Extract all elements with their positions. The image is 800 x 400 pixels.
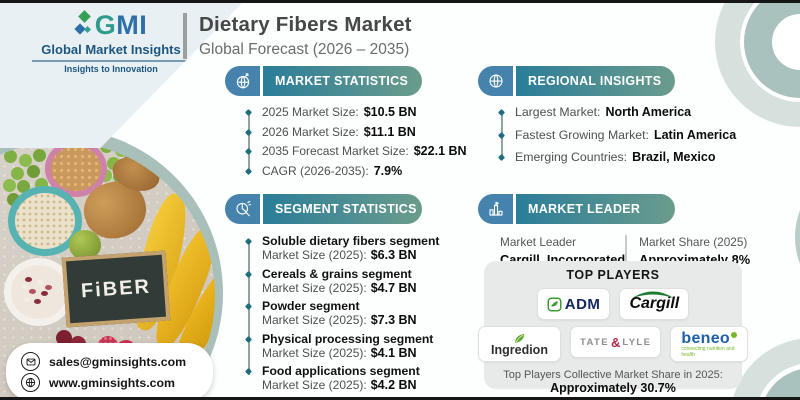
- report-subtitle: Global Forecast (2026 – 2035): [199, 41, 410, 58]
- segment-item: Soluble dietary fibers segment Market Si…: [262, 234, 475, 263]
- ingredion-logo: Ingredion: [478, 326, 561, 362]
- cherries: [56, 330, 72, 346]
- region-row: Emerging Countries: Brazil, Mexico: [515, 151, 728, 164]
- segment-item: Cereals & grains segment Market Size (20…: [262, 267, 475, 296]
- region-row: Largest Market: North America: [515, 106, 728, 119]
- segment-statistics-section: SEGMENT STATISTICS Soluble dietary fiber…: [225, 194, 475, 397]
- region-row: Fastest Growing Market: Latin America: [515, 127, 737, 142]
- fiber-chalkboard: FiBER: [61, 250, 171, 328]
- regional-insights-section: REGIONAL INSIGHTS Largest Market: North A…: [478, 66, 737, 174]
- beneo-tagline: connecting nutrition and health: [681, 345, 735, 358]
- market-leader-section: MARKET LEADER Market Leader Cargill, Inc…: [478, 194, 750, 267]
- envelope-icon: [21, 352, 40, 371]
- adm-leaf-icon: [547, 297, 562, 311]
- green-peas: [4, 150, 17, 163]
- gmi-wordmark: GMI: [94, 10, 148, 40]
- ring-right-edge: [795, 162, 800, 312]
- cargill-logo: Cargill: [619, 288, 690, 320]
- ingredion-leaf-icon: [515, 333, 525, 343]
- market-statistics-section: MARKET STATISTICS 2025 Market Size: $10.5…: [225, 66, 475, 184]
- bullet-rail: [248, 113, 250, 173]
- leader-podium-icon: [478, 194, 513, 224]
- regional-insights-heading: REGIONAL INSIGHTS: [516, 66, 675, 96]
- brand-tagline: Insights to Innovation: [64, 63, 158, 74]
- stat-row: CAGR (2026-2035): 7.9%: [262, 164, 475, 178]
- leader-label: Market Leader: [500, 235, 577, 249]
- beneo-logo: bene o connecting nutrition and health: [670, 326, 748, 362]
- top-players-footer: Top Players Collective Market Share in 2…: [503, 369, 723, 395]
- stat-row: 2035 Forecast Market Size: $22.1 BN: [262, 145, 475, 158]
- segment-statistics-heading: SEGMENT STATISTICS: [263, 194, 422, 224]
- report-title: Dietary Fibers Market: [199, 13, 412, 36]
- market-statistics-heading: MARKET STATISTICS: [263, 66, 422, 96]
- segment-item: Food applications segment Market Size (2…: [262, 364, 475, 393]
- brand-name: Global Market Insights: [41, 42, 181, 57]
- top-players-panel: TOP PLAYERS ADM Cargill: [478, 261, 748, 395]
- share-label: Market Share (2025): [639, 235, 748, 249]
- top-border: [0, 0, 800, 3]
- chalkboard-text: FiBER: [80, 275, 152, 302]
- beans: [25, 277, 32, 282]
- pie-chart-icon: [225, 194, 260, 224]
- email-link[interactable]: sales@gminsights.com: [21, 352, 213, 371]
- beneo-dot-icon: [731, 331, 737, 338]
- segment-item: Physical processing segment Market Size …: [262, 332, 475, 361]
- top-players-heading: TOP PLAYERS: [566, 268, 660, 282]
- gmi-diamonds-icon: [74, 9, 91, 41]
- globe-icon: [478, 66, 513, 96]
- website-link[interactable]: www.gminsights.com: [21, 373, 213, 392]
- stat-row: 2026 Market Size: $11.1 BN: [262, 125, 475, 139]
- tate-lyle-logo: TATE & LYLE: [569, 326, 662, 358]
- stat-row: 2025 Market Size: $10.5 BN: [262, 106, 475, 119]
- globe-chart-icon: [225, 66, 260, 96]
- website-globe-icon: [21, 373, 40, 392]
- bottom-border: [0, 397, 800, 400]
- brand-divider: [32, 60, 190, 62]
- segment-item: Powder segment Market Size (2025): $7.3 B…: [262, 299, 475, 328]
- cargill-leaf-icon: [632, 291, 675, 299]
- market-leader-heading: MARKET LEADER: [516, 194, 675, 224]
- report-title-block: Dietary Fibers Market Global Forecast (2…: [183, 13, 412, 59]
- adm-logo: ADM: [536, 288, 611, 320]
- contact-card: sales@gminsights.com www.gminsights.com: [6, 343, 213, 400]
